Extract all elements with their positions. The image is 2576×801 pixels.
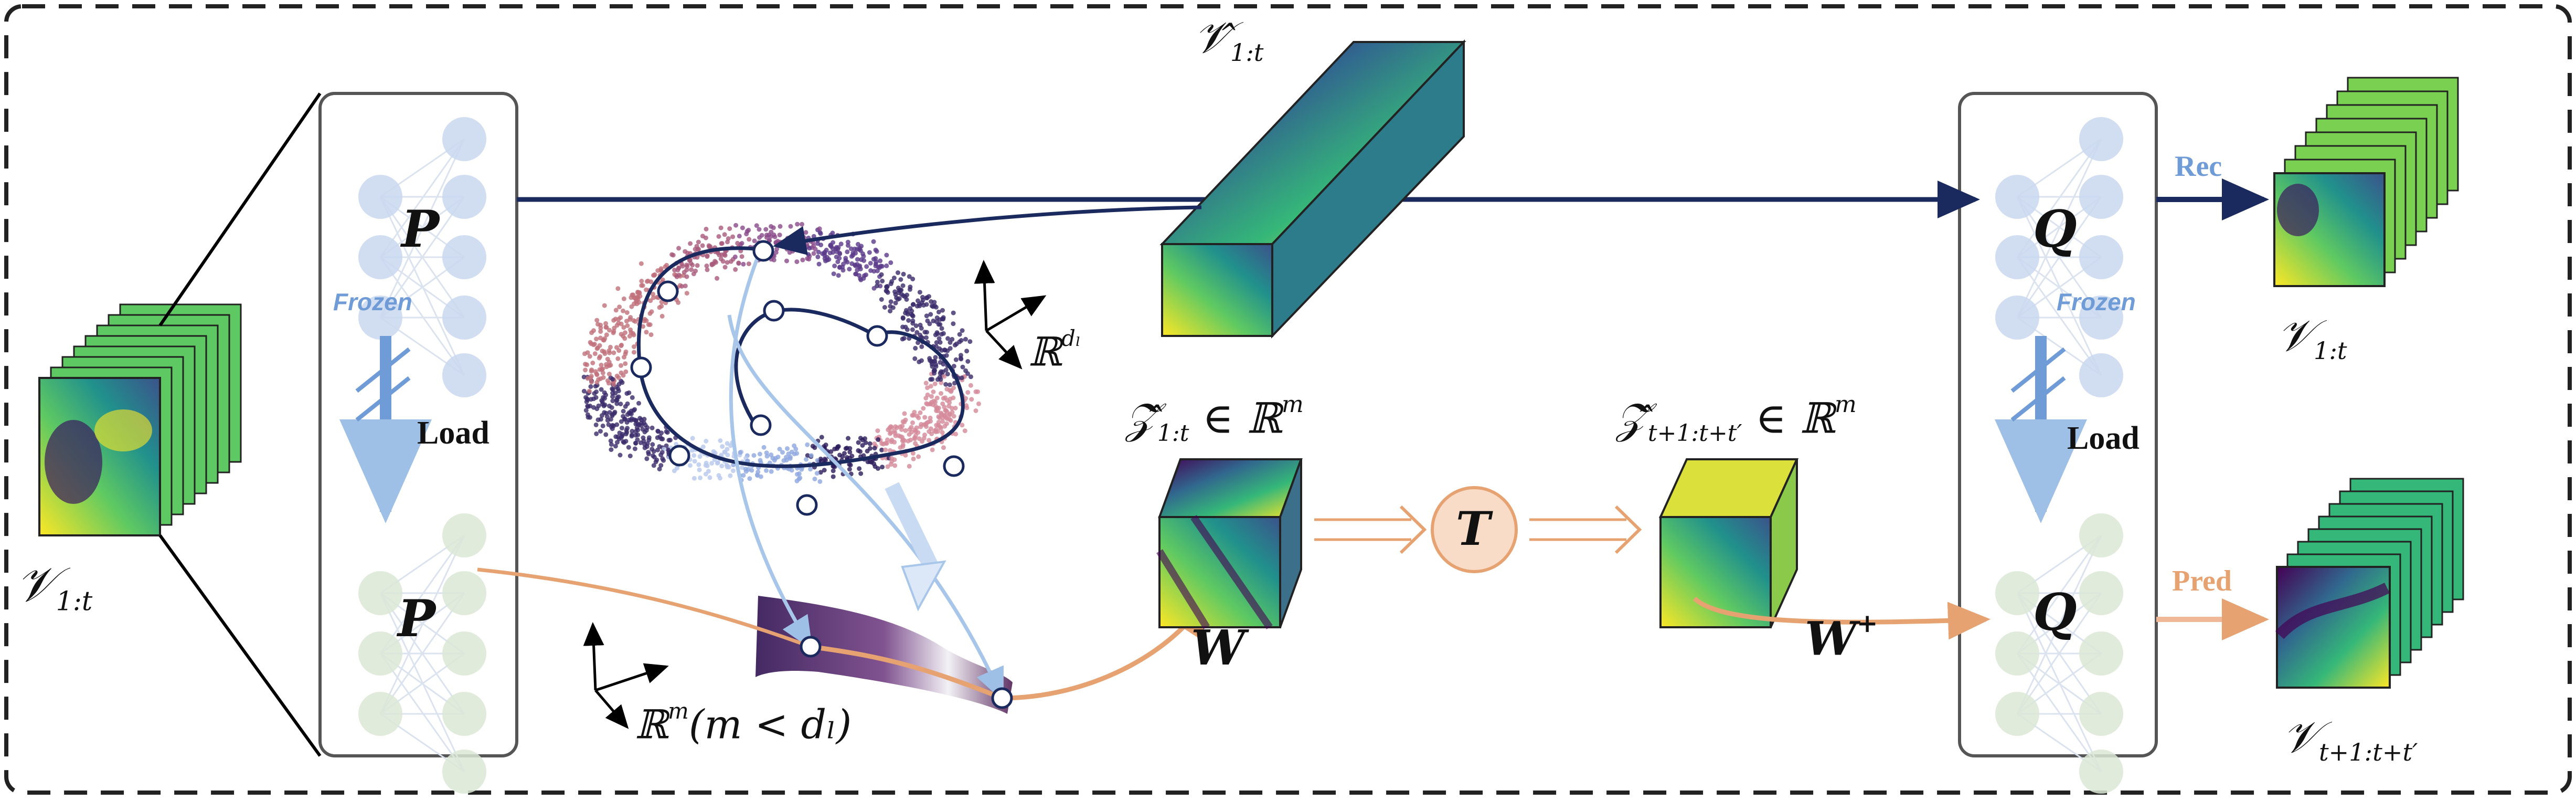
manifold-trajectory <box>636 246 761 464</box>
decoder-frozen-label: Frozen <box>2057 288 2136 315</box>
axes-m <box>583 622 669 729</box>
t-to-z-arrow <box>1529 505 1642 554</box>
output-rec-cube <box>2273 77 2459 287</box>
encoder-p-top: P <box>401 199 440 259</box>
z-hat-1-label: 𝒵̂1:t ∈ ℝm <box>1125 391 1304 447</box>
z-hat-2-label: 𝒵̂t+1:t+t′ ∈ ℝm <box>1616 391 1857 447</box>
z-hat-1-cube <box>1156 458 1303 629</box>
latent-manifold-scatter <box>581 222 981 484</box>
encoder-network-top <box>358 117 486 397</box>
output-pred-label: 𝒱t+1:t+t′ <box>2282 711 2418 767</box>
encoder-frozen-label: Frozen <box>333 288 412 315</box>
space-m-label: ℝm(m < dₗ) <box>635 698 852 748</box>
encoder-load-label: Load <box>417 415 489 451</box>
axes-dl <box>974 260 1047 370</box>
projection-path <box>477 567 812 649</box>
z-hat-2-cube <box>1658 458 1799 628</box>
t-operator-node <box>1431 486 1518 573</box>
t-operator-label: T <box>1456 501 1491 556</box>
decoder-network-top <box>1995 117 2123 397</box>
latent-v-hat-cuboid <box>1159 39 1466 339</box>
pred-label: Pred <box>2172 565 2232 597</box>
manifold-nodes <box>630 240 1013 709</box>
w-plus-arrow <box>1693 596 1990 640</box>
input-label: 𝒱1:t <box>16 556 93 617</box>
output-rec-label: 𝒱1:t <box>2277 310 2347 365</box>
encoder-p-bottom: P <box>398 589 436 648</box>
encoder-network-bottom <box>358 513 486 794</box>
outer-frame <box>4 4 2572 795</box>
z-to-t-arrow <box>1314 505 1427 554</box>
input-video-cube <box>38 303 242 536</box>
zoom-line-bottom <box>158 534 322 757</box>
decoder-network-bottom <box>1995 513 2123 794</box>
w-label: W <box>1191 619 1246 676</box>
flattened-manifold <box>755 596 1013 714</box>
space-dl-label: ℝdₗ <box>1028 325 1081 375</box>
latent-top-label: 𝒱̂1:t <box>1194 12 1264 67</box>
output-pred-cube <box>2275 478 2464 689</box>
decoder-q-top: Q <box>2033 199 2077 259</box>
zoom-line-top <box>158 92 322 326</box>
w-plus-label: W+ <box>1805 609 1878 666</box>
rec-label: Rec <box>2175 150 2222 183</box>
decoder-load-label: Load <box>2067 420 2139 456</box>
decoder-q-bottom: Q <box>2033 583 2077 642</box>
